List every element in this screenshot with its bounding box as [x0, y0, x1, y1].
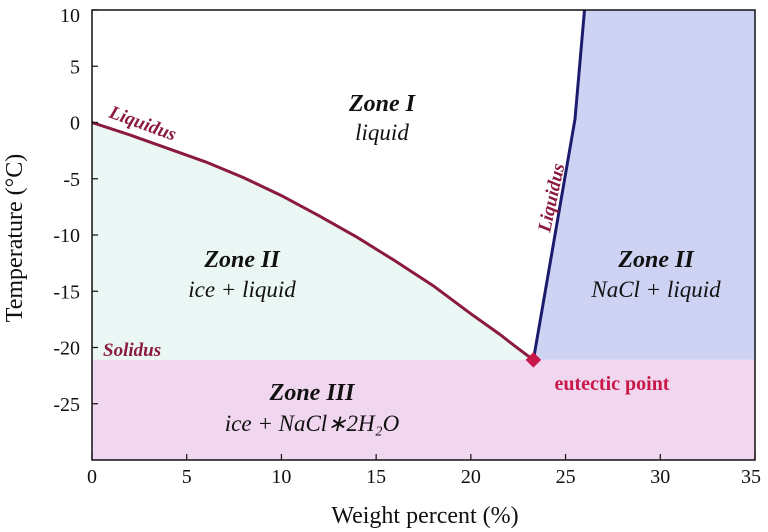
solidus-label: Solidus: [103, 340, 161, 361]
y-axis-title: Temperature (°C): [2, 154, 28, 323]
y-tick-label: -5: [63, 169, 80, 191]
x-tick-label: 15: [366, 466, 386, 488]
zone-3-region: [92, 359, 755, 460]
y-tick-label: 5: [70, 56, 80, 78]
x-axis-title: Weight percent (%): [331, 503, 518, 529]
x-tick-label: 30: [650, 466, 670, 488]
x-tick-label: 0: [87, 466, 97, 488]
liquidus-ice-curve: [91, 121, 535, 362]
x-tick-label: 20: [461, 466, 481, 488]
zone-2-ice-region: [92, 122, 534, 360]
zone-2-ice-title: Zone II: [203, 247, 281, 273]
y-tick-label: -25: [53, 394, 80, 416]
zone-1-subtitle: liquid: [355, 120, 409, 145]
y-axis-ticks: 10 5 0 -5 -10 -15 -20 -25: [53, 5, 98, 416]
zone-1-title: Zone I: [348, 91, 417, 117]
x-tick-label: 5: [182, 466, 192, 488]
zone-2-nacl-title: Zone II: [617, 247, 695, 273]
y-tick-label: -15: [53, 281, 80, 303]
x-tick-label: 35: [741, 466, 761, 488]
liquidus-nacl-curve: [531, 9, 586, 361]
zone-2-nacl-subtitle: NaCl + liquid: [590, 277, 721, 302]
zone-2-nacl-region: [533, 10, 755, 360]
y-tick-label: -10: [53, 225, 80, 247]
zone-2-ice-subtitle: ice + liquid: [188, 277, 296, 302]
x-tick-label: 10: [271, 466, 291, 488]
x-axis-ticks: 0 5 10 15 20 25 30 35: [87, 454, 761, 488]
zone-3-title: Zone III: [269, 380, 356, 406]
eutectic-point-label: eutectic point: [555, 373, 670, 395]
zone-3-subtitle: ice + NaCl∗2H₂O: [225, 411, 400, 436]
x-tick-label: 25: [556, 466, 576, 488]
y-tick-label: 10: [60, 5, 80, 27]
y-tick-label: 0: [70, 113, 80, 135]
y-tick-label: -20: [53, 338, 80, 360]
